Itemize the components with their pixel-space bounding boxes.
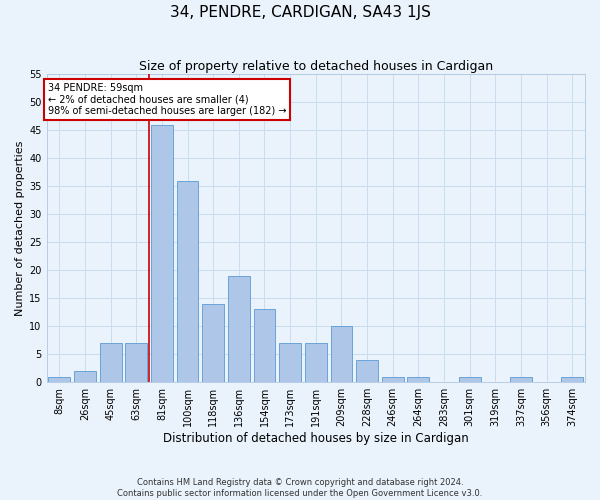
Bar [228,276,250,382]
Y-axis label: Number of detached properties: Number of detached properties [15,140,25,316]
Text: 34, PENDRE, CARDIGAN, SA43 1JS: 34, PENDRE, CARDIGAN, SA43 1JS [170,5,430,20]
X-axis label: Distribution of detached houses by size in Cardigan: Distribution of detached houses by size … [163,432,469,445]
Title: Size of property relative to detached houses in Cardigan: Size of property relative to detached ho… [139,60,493,73]
Bar [74,371,96,382]
Bar [176,180,199,382]
Bar [356,360,378,382]
Bar [279,343,301,382]
Bar [305,343,326,382]
Bar [510,376,532,382]
Bar [459,376,481,382]
Bar [100,343,122,382]
Bar [202,304,224,382]
Bar [382,376,404,382]
Text: Contains HM Land Registry data © Crown copyright and database right 2024.
Contai: Contains HM Land Registry data © Crown c… [118,478,482,498]
Bar [561,376,583,382]
Bar [49,376,70,382]
Bar [125,343,147,382]
Bar [331,326,352,382]
Bar [407,376,429,382]
Bar [151,124,173,382]
Bar [254,310,275,382]
Text: 34 PENDRE: 59sqm
← 2% of detached houses are smaller (4)
98% of semi-detached ho: 34 PENDRE: 59sqm ← 2% of detached houses… [48,82,286,116]
